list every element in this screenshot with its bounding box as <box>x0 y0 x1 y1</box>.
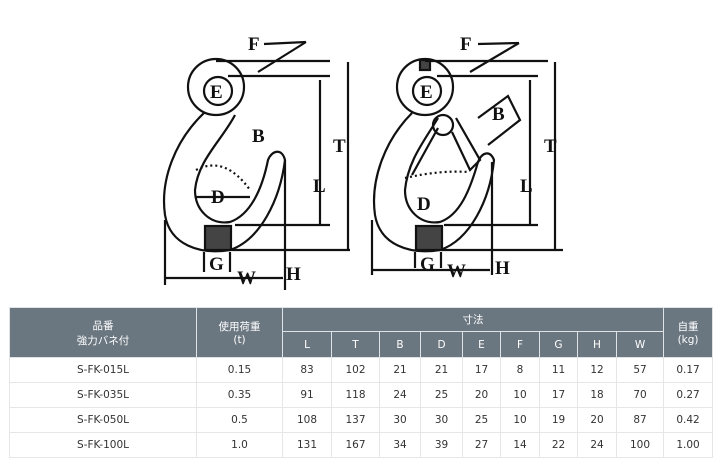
header-dim-e: E <box>462 331 501 358</box>
label-e: E <box>420 82 433 103</box>
cell-dim-e: 20 <box>462 382 501 408</box>
label-f: F <box>248 34 260 55</box>
label-w: W <box>237 268 256 289</box>
cell-dim-t: 137 <box>331 407 380 433</box>
header-dim-d: D <box>420 331 463 358</box>
header-dim-b: B <box>379 331 421 358</box>
label-t: T <box>544 136 557 157</box>
header-load: 使用荷重 (t) <box>196 307 283 358</box>
cell-dim-w: 87 <box>615 407 665 433</box>
cell-dim-e: 17 <box>462 357 501 383</box>
hook-labels-right: F E B T L D G W H <box>417 34 557 282</box>
cell-dim-f: 14 <box>500 432 540 458</box>
label-l: L <box>313 176 326 197</box>
table-row: S-FK-100L 1.0 131 167 34 39 27 14 22 24 100 1.00 <box>9 432 714 458</box>
cell-dim-h: 20 <box>577 407 617 433</box>
cell-dim-f: 10 <box>500 407 540 433</box>
label-f: F <box>460 34 472 55</box>
label-l: L <box>520 176 533 197</box>
cell-dim-w: 100 <box>615 432 665 458</box>
cell-dim-w: 57 <box>615 357 665 383</box>
cell-dim-t: 167 <box>331 432 380 458</box>
cell-dim-g: 22 <box>539 432 578 458</box>
cell-load: 0.15 <box>196 357 283 383</box>
cell-dim-f: 10 <box>500 382 540 408</box>
header-dimensions: 寸法 <box>281 307 665 332</box>
cell-model: S-FK-015L <box>9 357 197 383</box>
label-b: B <box>492 104 505 125</box>
label-t: T <box>333 136 346 157</box>
header-dim-l: L <box>282 331 332 358</box>
cell-dim-b: 34 <box>379 432 421 458</box>
cell-model: S-FK-050L <box>9 407 197 433</box>
cell-dim-g: 11 <box>539 357 578 383</box>
cell-dim-d: 25 <box>420 382 463 408</box>
cell-dim-h: 24 <box>577 432 617 458</box>
cell-load: 0.35 <box>196 382 283 408</box>
cell-dim-e: 27 <box>462 432 501 458</box>
table-row: S-FK-050L 0.5 108 137 30 30 25 10 19 20 87 0.42 <box>9 407 714 433</box>
cell-dim-f: 8 <box>500 357 540 383</box>
header-dim-g: G <box>539 331 578 358</box>
label-d: D <box>211 187 225 208</box>
label-w: W <box>447 261 466 282</box>
label-h: H <box>495 258 510 279</box>
cell-dim-l: 108 <box>282 407 332 433</box>
label-e: E <box>210 82 223 103</box>
cell-weight: 0.42 <box>663 407 714 433</box>
hook-diagram-left <box>163 40 350 290</box>
header-model: 品番 強力バネ付 <box>9 307 197 358</box>
hook-dimension-drawing: F E B T L D G W H F E B T L D G W H <box>163 34 563 290</box>
table-row: S-FK-015L 0.15 83 102 21 21 17 8 11 12 57 0.17 <box>9 357 714 383</box>
cell-dim-h: 12 <box>577 357 617 383</box>
cell-dim-w: 70 <box>615 382 665 408</box>
table-body: S-FK-015L 0.15 83 102 21 21 17 8 11 12 57 0.17 S-FK-… <box>9 357 714 458</box>
cell-dim-g: 17 <box>539 382 578 408</box>
header-weight: 自重 (kg) <box>663 307 714 358</box>
cell-dim-t: 118 <box>331 382 380 408</box>
label-b: B <box>252 126 265 147</box>
cell-dim-d: 21 <box>420 357 463 383</box>
cell-dim-l: 91 <box>282 382 332 408</box>
header-dim-f: F <box>500 331 540 358</box>
header-dim-t: T <box>331 331 380 358</box>
cell-load: 1.0 <box>196 432 283 458</box>
cell-load: 0.5 <box>196 407 283 433</box>
header-dim-w: W <box>615 331 665 358</box>
label-g: G <box>420 254 435 275</box>
hook-diagram-right <box>370 41 563 275</box>
label-d: D <box>417 194 431 215</box>
table-row: S-FK-035L 0.35 91 118 24 25 20 10 17 18 70 0.27 <box>9 382 714 408</box>
cell-dim-t: 102 <box>331 357 380 383</box>
cell-dim-b: 21 <box>379 357 421 383</box>
cell-weight: 0.27 <box>663 382 714 408</box>
label-h: H <box>286 264 301 285</box>
cell-dim-b: 30 <box>379 407 421 433</box>
hook-labels-left: F E B T L D G W H <box>209 34 346 289</box>
label-g: G <box>209 254 224 275</box>
cell-dim-b: 24 <box>379 382 421 408</box>
cell-model: S-FK-035L <box>9 382 197 408</box>
cell-dim-d: 39 <box>420 432 463 458</box>
cell-dim-h: 18 <box>577 382 617 408</box>
cell-model: S-FK-100L <box>9 432 197 458</box>
cell-dim-l: 131 <box>282 432 332 458</box>
cell-weight: 0.17 <box>663 357 714 383</box>
cell-dim-e: 25 <box>462 407 501 433</box>
cell-dim-g: 19 <box>539 407 578 433</box>
cell-weight: 1.00 <box>663 432 714 458</box>
cell-dim-l: 83 <box>282 357 332 383</box>
header-dim-h: H <box>577 331 617 358</box>
cell-dim-d: 30 <box>420 407 463 433</box>
